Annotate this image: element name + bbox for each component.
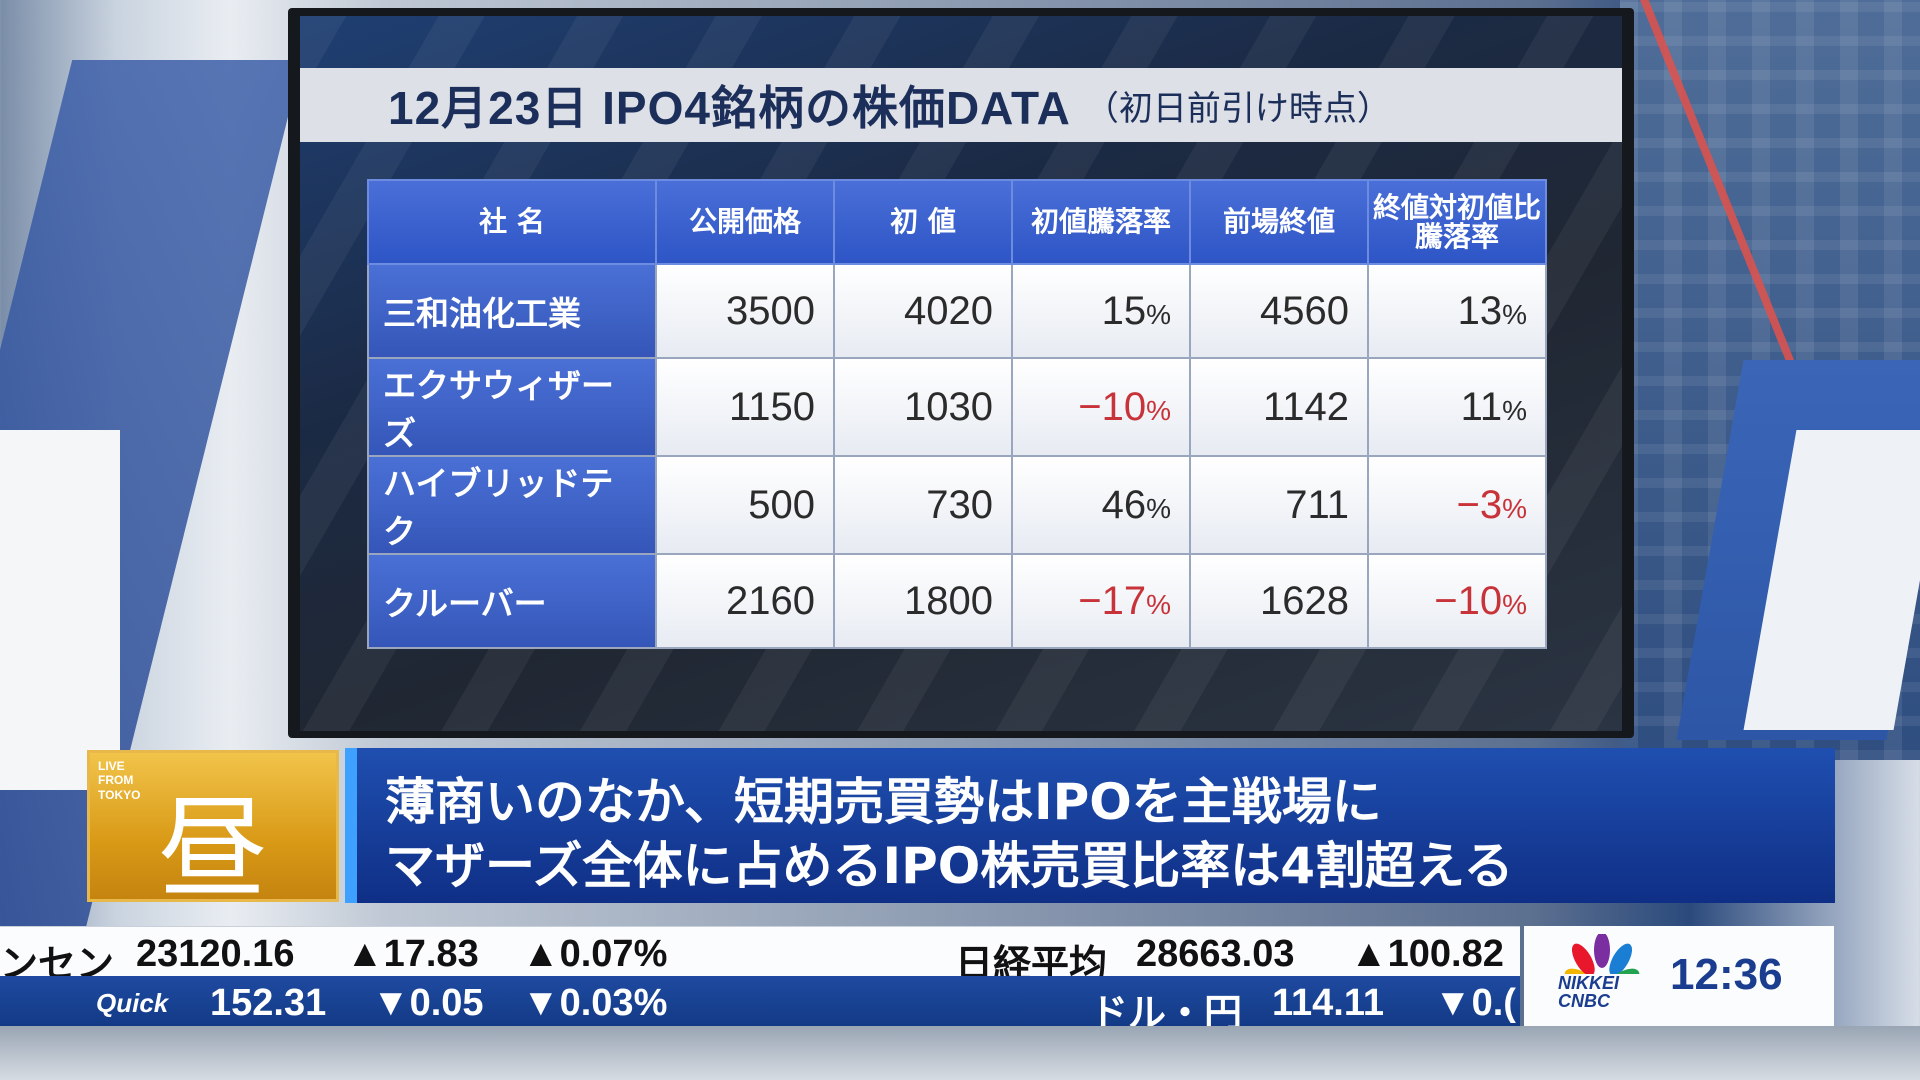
column-header-am-close: 前場終値 (1189, 179, 1369, 265)
percent-sign: % (1146, 492, 1171, 524)
company-name: クルーバー (367, 553, 657, 649)
clock-box: NIKKEI CNBC 12:36 (1524, 926, 1834, 1026)
clock-time: 12:36 (1670, 950, 1783, 999)
from-label: FROM (98, 773, 134, 788)
close-rate-cell: −3% (1367, 455, 1547, 555)
tokyo-label: TOKYO (98, 787, 141, 802)
am-close-price: 711 (1189, 455, 1369, 555)
studio-floor (0, 1026, 1920, 1080)
first-rate: 15 (1101, 288, 1147, 333)
offer-price: 1150 (655, 357, 835, 457)
column-header-first-rate: 初値騰落率 (1011, 179, 1191, 265)
first-price: 1800 (833, 553, 1013, 649)
headline-line-2: マザーズ全体に占めるIPO株売買比率は4割超える (385, 837, 1514, 895)
table-row: ハイブリッドテク 500 730 46% 711 −3% (367, 455, 1547, 555)
live-label: LIVE (98, 759, 125, 773)
am-close-price: 1142 (1189, 357, 1369, 457)
table-header-row: 社 名 公開価格 初 値 初値騰落率 前場終値 終値対初値比 騰落率 (367, 179, 1547, 265)
ticker-value: 28663.03 (1136, 933, 1295, 975)
headline-line-1: 薄商いのなか、短期売買勢はIPOを主戦場に (385, 773, 1382, 831)
table-row: エクサウィザーズ 1150 1030 −10% 1142 11% (367, 357, 1547, 457)
company-name: 三和油化工業 (367, 263, 657, 359)
monitor-screen: 12月23日 IPO4銘柄の株価DATA （初日前引け時点） 社 名 公開価格 … (300, 16, 1622, 731)
close-rate-cell: 13% (1367, 263, 1547, 359)
close-rate-cell: 11% (1367, 357, 1547, 457)
percent-sign: % (1146, 588, 1171, 620)
ticker-value: 23120.16 (136, 933, 295, 975)
first-rate: −10 (1078, 384, 1147, 429)
ticker-change: ▲100.82 (1350, 933, 1504, 975)
percent-sign: % (1502, 394, 1527, 426)
logo-cnbc: CNBC (1558, 991, 1610, 1011)
ticker-change: ▼0.05 (372, 982, 484, 1024)
nbc-peacock-icon (1564, 934, 1640, 974)
percent-sign: % (1146, 394, 1171, 426)
ipo-table: 社 名 公開価格 初 値 初値騰落率 前場終値 終値対初値比 騰落率 三和油化工… (367, 179, 1547, 649)
ticker-percent: ▲0.07% (522, 933, 668, 975)
close-rate: −3 (1456, 482, 1503, 527)
close-rate: 11 (1460, 384, 1503, 429)
first-rate: 46 (1101, 482, 1147, 527)
close-rate: 13 (1457, 288, 1503, 333)
first-rate: −17 (1078, 578, 1147, 623)
first-rate-cell: 15% (1011, 263, 1191, 359)
table-row: クルーバー 2160 1800 −17% 1628 −10% (367, 553, 1547, 649)
column-header-close-rate: 終値対初値比 騰落率 (1367, 179, 1547, 265)
ticker-value: 152.31 (210, 982, 327, 1024)
first-rate-cell: −10% (1011, 357, 1191, 457)
first-rate-cell: −17% (1011, 553, 1191, 649)
screen-subtitle: （初日前引け時点） (1084, 88, 1391, 129)
screen-title: 12月23日 IPO4銘柄の株価DATA (388, 82, 1071, 134)
column-header-name: 社 名 (367, 179, 657, 265)
screen-title-bar: 12月23日 IPO4銘柄の株価DATA （初日前引け時点） (300, 68, 1622, 142)
program-kanji: 昼 (158, 785, 268, 913)
column-header-offer-price: 公開価格 (655, 179, 835, 265)
nikkei-cnbc-logo: NIKKEI CNBC (1558, 974, 1619, 1010)
ticker-percent: ▼0.03% (522, 982, 668, 1024)
headline-banner: 薄商いのなか、短期売買勢はIPOを主戦場に マザーズ全体に占めるIPO株売買比率… (345, 748, 1835, 903)
ticker-change: ▲17.83 (346, 933, 479, 975)
first-price: 730 (833, 455, 1013, 555)
am-close-price: 4560 (1189, 263, 1369, 359)
table-row: 三和油化工業 3500 4020 15% 4560 13% (367, 263, 1547, 359)
percent-sign: % (1146, 298, 1171, 330)
ticker-row-1: ンセン 23120.16 ▲17.83 ▲0.07% 日経平均 28663.03… (0, 926, 1520, 986)
studio-monitor: 12月23日 IPO4銘柄の株価DATA （初日前引け時点） 社 名 公開価格 … (288, 8, 1634, 738)
percent-sign: % (1502, 298, 1527, 330)
offer-price: 3500 (655, 263, 835, 359)
percent-sign: % (1502, 492, 1527, 524)
ticker-value: 114.11 (1272, 982, 1385, 1024)
first-rate-cell: 46% (1011, 455, 1191, 555)
company-name: ハイブリッドテク (367, 455, 657, 555)
logo-nikkei: NIKKEI (1558, 973, 1620, 993)
am-close-price: 1628 (1189, 553, 1369, 649)
close-rate: −10 (1434, 578, 1503, 623)
offer-price: 2160 (655, 553, 835, 649)
column-header-first-price: 初 値 (833, 179, 1013, 265)
program-badge: LIVE FROM TOKYO 昼 (87, 750, 339, 913)
quick-logo: Quick (96, 988, 169, 1018)
ticker-row-2: Quick 152.31 ▼0.05 ▼0.03% ドル・円 114.11 ▼0… (0, 976, 1520, 1035)
studio-left-panel (0, 430, 120, 790)
first-price: 4020 (833, 263, 1013, 359)
percent-sign: % (1502, 588, 1527, 620)
live-from-tokyo-label: LIVE FROM TOKYO (98, 759, 140, 802)
offer-price: 500 (655, 455, 835, 555)
close-rate-cell: −10% (1367, 553, 1547, 649)
ticker-change: ▼0.( (1434, 982, 1516, 1024)
company-name: エクサウィザーズ (367, 357, 657, 457)
first-price: 1030 (833, 357, 1013, 457)
